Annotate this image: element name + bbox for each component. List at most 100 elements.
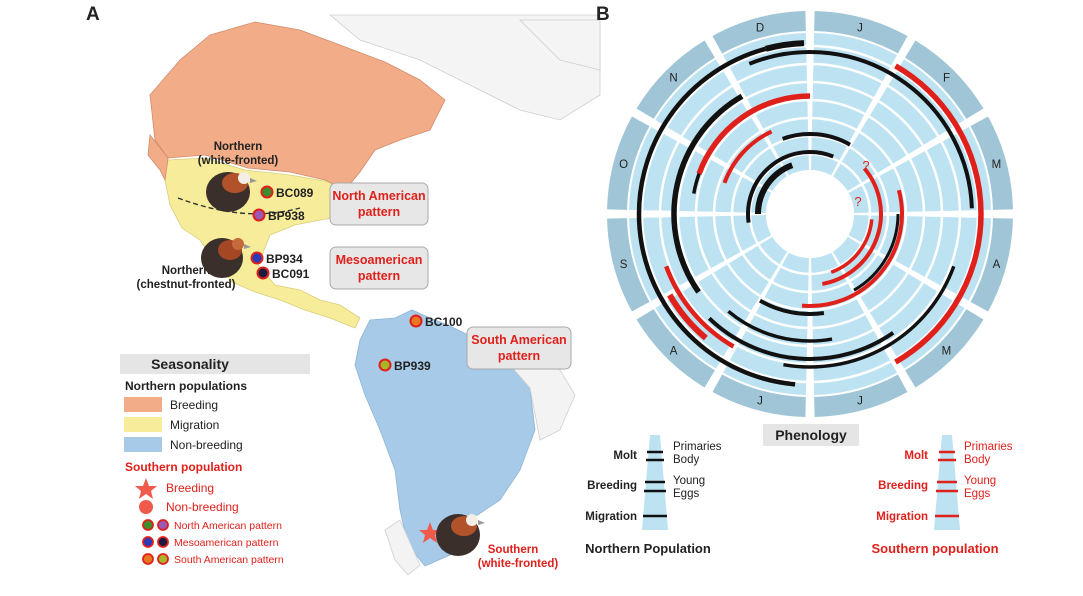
legend-southern-heading: Southern population: [125, 460, 242, 474]
south-american-pattern-label-1: South American: [471, 333, 566, 347]
northern-arc: [783, 265, 956, 369]
month-ring-sector: [970, 116, 1013, 210]
ring-separator: [748, 152, 872, 276]
sample-label-bp934: BP934: [266, 252, 303, 266]
legend-title-bar: [120, 354, 310, 374]
ring-separator: [694, 98, 926, 330]
legend-swatch-non-breeding: [124, 437, 162, 452]
month-label: D: [756, 23, 764, 35]
bird-head-2: [232, 238, 244, 250]
southern-arc: [830, 219, 874, 274]
month-ring-sector: [970, 218, 1013, 312]
northern-key-breeding: Breeding: [587, 480, 637, 492]
panel-b-label: B: [596, 4, 610, 25]
legend: Seasonality Northern populations Breedin…: [120, 354, 310, 566]
month-label: M: [992, 159, 1002, 171]
north-american-pattern-box: [329, 182, 429, 226]
month-label: J: [757, 395, 763, 407]
northern-key-primaries: Primaries: [673, 441, 722, 453]
map-breeding-west: [147, 133, 169, 182]
sample-label-bp938: BP938: [268, 209, 305, 223]
legend-meso-dot-2: [157, 536, 169, 548]
sample-dot-bc100: [409, 314, 423, 328]
map-panel: [105, 10, 605, 576]
pattern-boxes: North American pattern Mesoamerican patt…: [329, 182, 572, 370]
month-ring-sector: [712, 374, 806, 417]
southern-key-body: Body: [964, 454, 990, 466]
phenology-title: Phenology: [775, 427, 847, 443]
month-ring-sector: [607, 218, 650, 312]
ring-separator: [640, 44, 980, 384]
bird-beak-2: [244, 244, 251, 249]
month-ring-sector: [607, 116, 650, 210]
northern-arc: [727, 309, 833, 343]
northern-arc: [748, 50, 974, 209]
sample-dot-bc091: [256, 266, 270, 280]
phenology-title-bar: [763, 424, 859, 446]
ring-separator: [658, 62, 962, 366]
southern-arc: [667, 293, 708, 341]
mesoamerican-pattern-box: [329, 246, 429, 290]
legend-na-pattern-label: North American pattern: [174, 520, 282, 532]
sample-dot-bp938: [252, 208, 266, 222]
ring-separator: [676, 80, 944, 348]
northern-body-arc: [746, 150, 834, 223]
southern-primaries-arc: [894, 63, 984, 365]
southern-key-migration: Migration: [876, 511, 928, 523]
month-ring-sector: [905, 309, 984, 388]
northern-key-molt: Molt: [613, 450, 637, 462]
south-american-pattern-box: [466, 326, 572, 370]
ring-separator: [730, 134, 890, 294]
legend-breeding-label: Breeding: [170, 398, 218, 412]
southern-eggs-arc: [821, 167, 883, 286]
map-breeding-area: [149, 21, 446, 191]
northern-key-body: Body: [673, 454, 699, 466]
bird-photos: [201, 172, 485, 556]
northern-white-label-1: Northern: [214, 141, 263, 153]
bird-photo-southern: [436, 514, 485, 556]
mesoamerican-pattern-label-1: Mesoamerican: [336, 253, 423, 267]
sample-label-bc100: BC100: [425, 315, 463, 329]
bird-head-3: [466, 514, 478, 526]
bird-photo-northern-white: [206, 172, 257, 212]
northern-migration-arc: [764, 40, 805, 52]
month-label: O: [619, 159, 628, 171]
sample-dot-bc089: [260, 185, 274, 199]
northern-white-label-2: (white-fronted): [198, 155, 279, 167]
southern-key-molt: Molt: [904, 450, 928, 462]
northern-arc: [759, 298, 825, 316]
population-labels: Northern (white-fronted) Northern (chest…: [136, 141, 558, 570]
southern-key-caption: Southern population: [871, 541, 998, 556]
month-label: M: [942, 345, 952, 357]
legend-meso-pattern-label: Mesoamerican pattern: [174, 537, 279, 549]
month-label: S: [620, 259, 628, 271]
southern-key-eggs: Eggs: [964, 488, 990, 500]
legend-star-icon: [135, 478, 157, 499]
sample-label-bp939: BP939: [394, 359, 431, 373]
month-label: A: [993, 259, 1001, 271]
southern-label-1: Southern: [488, 544, 538, 556]
month-ring-sector: [636, 309, 715, 388]
mesoamerican-pattern-label-2: pattern: [358, 269, 400, 283]
northern-migration-arc: [636, 46, 796, 387]
north-american-pattern-label-2: pattern: [358, 205, 400, 219]
northern-chestnut-label-2: (chestnut-fronted): [136, 279, 235, 291]
sample-dot-bp934: [250, 251, 264, 265]
legend-sa-dot-2: [157, 553, 169, 565]
southern-breeding-star: [419, 522, 441, 543]
north-american-pattern-label-1: North American: [332, 189, 425, 203]
question-mark-2: ?: [854, 194, 861, 209]
phenology-wheel: J F M A M J J A S O N D??: [607, 11, 1013, 417]
month-ring-sector: [905, 40, 984, 119]
southern-arc: [722, 129, 773, 184]
legend-meso-dot-1: [142, 536, 154, 548]
legend-title: Seasonality: [151, 356, 229, 372]
map-patagonia-land: [384, 519, 421, 576]
sample-markers: [250, 185, 441, 543]
sample-dot-bp939: [378, 358, 392, 372]
legend-na-dot-1: [142, 519, 154, 531]
southern-key-breeding: Breeding: [878, 480, 928, 492]
southern-molt-arc: [696, 93, 811, 175]
month-label: A: [670, 345, 678, 357]
legend-swatch-breeding: [124, 397, 162, 412]
